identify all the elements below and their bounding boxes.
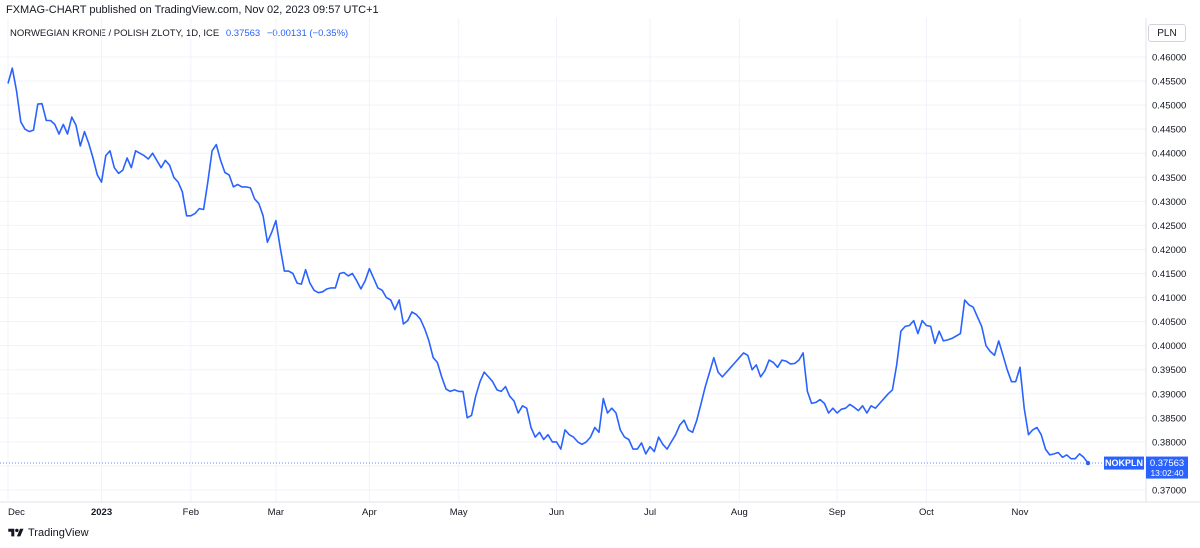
publisher-line: FXMAG-CHART published on TradingView.com… (6, 4, 379, 16)
x-tick-label: Feb (183, 507, 199, 518)
grid-lines (0, 18, 1146, 502)
x-tick-label: Jun (549, 507, 564, 518)
price-badge-countdown: 13:02:40 (1150, 468, 1183, 478)
last-point (1085, 460, 1091, 466)
x-tick-label: May (450, 507, 468, 518)
symbol-legend: NORWEGIAN KRONE / POLISH ZLOTY, 1D, ICE … (10, 28, 348, 39)
y-tick-label: 0.37000 (1152, 486, 1186, 497)
brand-name: TradingView (28, 527, 89, 539)
y-tick-label: 0.38500 (1152, 413, 1186, 424)
series-line (7, 67, 1089, 464)
price-axis-labels: 0.46000 0.45500 0.45000 0.44500 0.44000 0.435… (1152, 53, 1186, 497)
x-tick-label: Apr (362, 507, 377, 518)
time-axis-labels: Dec 2023 Feb Mar Apr May Jun Jul Aug Sep Oct Nov (8, 507, 1029, 518)
y-tick-label: 0.42500 (1152, 221, 1186, 232)
y-tick-label: 0.44000 (1152, 149, 1186, 160)
x-tick-label: Nov (1012, 507, 1029, 518)
ticker-badge-label: NOKPLN (1105, 458, 1143, 468)
footer-brand[interactable]: TradingView (8, 527, 89, 539)
y-tick-label: 0.43000 (1152, 197, 1186, 208)
x-tick-label: Oct (919, 507, 934, 518)
price-badge: NOKPLN 0.37563 13:02:40 (1104, 456, 1188, 479)
x-tick-label: 2023 (91, 507, 112, 518)
x-tick-label: Jul (644, 507, 656, 518)
y-tick-label: 0.46000 (1152, 53, 1186, 64)
y-tick-label: 0.38000 (1152, 437, 1186, 448)
symbol-title: NORWEGIAN KRONE / POLISH ZLOTY, 1D, ICE (10, 28, 220, 39)
tradingview-logo-icon (8, 528, 24, 537)
x-tick-label: Dec (8, 507, 25, 518)
price-badge-value: 0.37563 (1150, 458, 1184, 469)
currency-button[interactable]: PLN (1148, 24, 1186, 42)
y-tick-label: 0.43500 (1152, 173, 1186, 184)
y-tick-label: 0.39000 (1152, 389, 1186, 400)
price-change: −0.00131 (−0.35%) (266, 28, 349, 39)
ticker-badge-bg (1104, 456, 1144, 470)
y-tick-label: 0.40500 (1152, 317, 1186, 328)
y-tick-label: 0.45000 (1152, 101, 1186, 112)
y-tick-label: 0.39500 (1152, 365, 1186, 376)
y-tick-label: 0.40000 (1152, 341, 1186, 352)
x-tick-label: Sep (829, 507, 846, 518)
y-tick-label: 0.41000 (1152, 293, 1186, 304)
y-tick-label: 0.42000 (1152, 245, 1186, 256)
x-tick-label: Aug (731, 507, 748, 518)
y-tick-label: 0.44500 (1152, 125, 1186, 136)
price-badge-bg (1146, 456, 1188, 479)
axes (0, 18, 1200, 503)
y-tick-label: 0.45500 (1152, 77, 1186, 88)
last-price: 0.37563 (225, 28, 261, 39)
y-tick-label: 0.41500 (1152, 269, 1186, 280)
x-tick-label: Mar (268, 507, 284, 518)
